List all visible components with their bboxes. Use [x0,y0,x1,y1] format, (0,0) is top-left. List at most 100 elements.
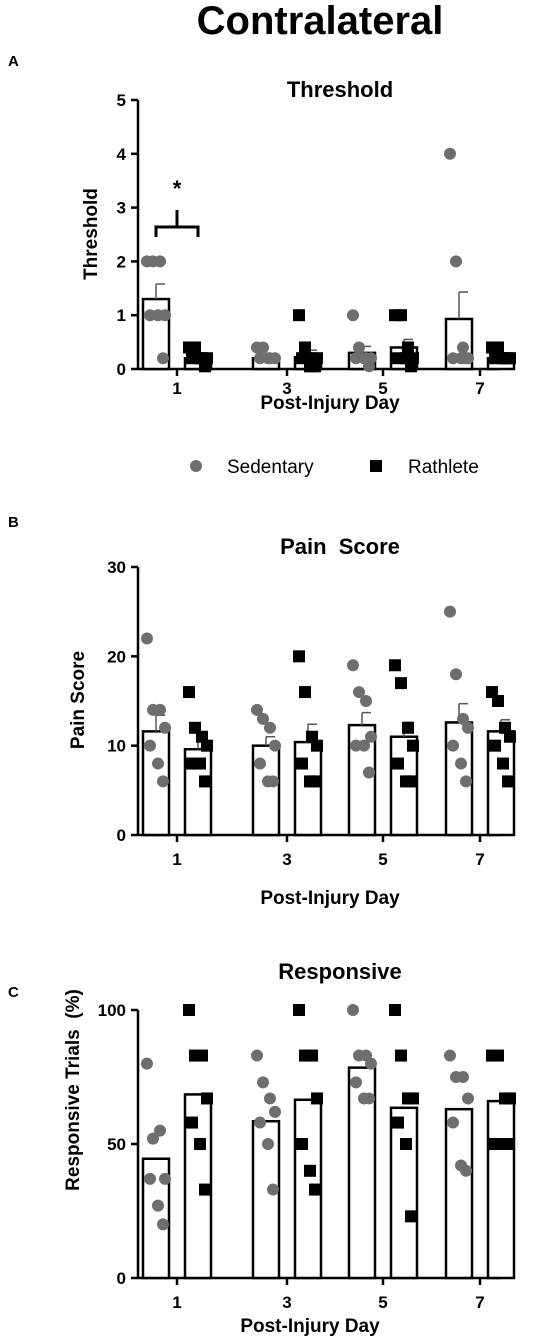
point-rathlete [395,309,407,322]
panel-b-ylabel: Pain Score [68,651,89,749]
point-rathlete [199,360,211,373]
panel-b-xlabel: Post-Injury Day [260,888,400,909]
point-sedentary [254,757,266,770]
legend-sedentary-label: Sedentary [227,457,314,478]
y-tick-label: 0 [117,826,126,845]
point-rathlete [306,1049,318,1062]
point-rathlete [304,1164,316,1177]
y-tick-label: 4 [117,145,127,164]
point-rathlete [309,1183,321,1196]
point-rathlete [186,1116,198,1129]
point-rathlete [400,1138,412,1150]
point-sedentary [152,757,164,770]
point-sedentary [350,1076,362,1089]
point-sedentary [363,360,375,373]
point-sedentary [141,632,153,645]
x-tick-label: 5 [378,1293,387,1312]
point-sedentary [347,1004,359,1016]
point-rathlete [504,1092,516,1105]
point-rathlete [296,1138,308,1150]
point-rathlete [405,775,417,788]
significance-star: * [173,176,182,201]
point-sedentary [157,352,169,365]
point-sedentary [251,1049,263,1062]
point-sedentary [347,659,359,672]
point-rathlete [299,686,311,699]
point-rathlete [389,659,401,672]
point-sedentary [460,352,472,365]
point-sedentary [141,1057,153,1070]
point-sedentary [267,1183,279,1196]
point-sedentary [444,147,456,160]
point-rathlete [194,1138,206,1150]
point-rathlete [502,1138,514,1150]
point-rathlete [196,1049,208,1062]
y-tick-label: 1 [117,306,126,325]
x-tick-label: 7 [475,850,484,869]
point-sedentary [264,1092,276,1105]
point-rathlete [299,341,311,354]
point-sedentary [262,1138,274,1150]
panel-c-ylabel: Responsive Trials (%) [63,989,84,1191]
point-rathlete [311,1092,323,1105]
point-sedentary [444,1049,456,1062]
point-rathlete [504,730,516,743]
panel-a: A Threshold Threshold Post-Injury Day 0 1… [8,53,516,414]
y-tick-label: 2 [117,252,126,271]
point-sedentary [462,1092,474,1105]
point-sedentary [365,730,377,743]
point-sedentary [358,739,370,752]
point-rathlete [492,695,504,707]
point-rathlete [201,739,213,752]
point-rathlete [497,757,509,770]
y-tick-label: 10 [107,737,126,756]
point-rathlete [502,775,514,788]
point-sedentary [264,721,276,734]
point-sedentary [267,775,279,788]
point-rathlete [392,1116,404,1129]
point-rathlete [194,757,206,770]
point-sedentary [147,1132,159,1145]
legend-sedentary-marker [190,460,202,472]
point-sedentary [159,721,171,734]
point-sedentary [353,341,365,354]
x-tick-label: 5 [378,379,387,398]
panel-a-letter: A [8,53,19,70]
y-tick-label: 30 [107,558,126,577]
point-rathlete [183,1004,195,1016]
panel-c-letter: C [8,984,19,1001]
point-rathlete [296,757,308,770]
point-sedentary [257,341,269,354]
y-tick-label: 3 [117,199,126,218]
point-sedentary [450,668,462,681]
point-rathlete [492,341,504,354]
point-rathlete [407,1092,419,1105]
point-sedentary [257,1076,269,1089]
point-rathlete [183,686,195,699]
point-rathlete [311,739,323,752]
point-rathlete [293,650,305,663]
panel-c-xlabel: Post-Injury Day [240,1316,380,1337]
x-tick-label: 3 [282,379,291,398]
significance-bracket [154,210,200,237]
point-sedentary [447,739,459,752]
panel-c-plot: 0 50 100 1 3 5 7 [98,1001,516,1312]
point-sedentary [154,255,166,268]
point-rathlete [502,352,514,365]
x-tick-label: 1 [172,1293,181,1312]
point-sedentary [460,1164,472,1177]
point-rathlete [395,1049,407,1062]
y-tick-label: 20 [107,647,126,666]
point-rathlete [201,1092,213,1105]
point-rathlete [199,775,211,788]
y-tick-label: 100 [98,1001,126,1020]
point-sedentary [269,739,281,752]
point-sedentary [460,775,472,788]
point-sedentary [353,686,365,699]
panel-a-title: Threshold [287,77,393,102]
point-sedentary [254,1116,266,1129]
point-sedentary [462,721,474,734]
point-sedentary [257,712,269,725]
point-sedentary [269,1105,281,1118]
